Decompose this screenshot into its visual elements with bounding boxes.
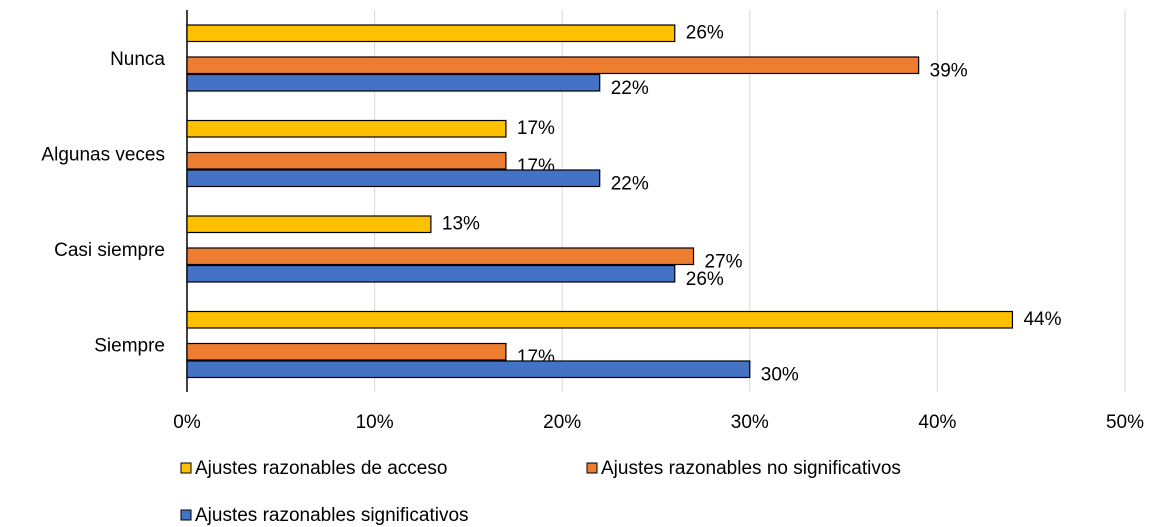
x-tick-label: 20% [543, 412, 581, 433]
legend-label: Ajustes razonables significativos [195, 505, 469, 526]
bar [186, 169, 601, 188]
bar [186, 215, 432, 234]
legend-swatch [586, 462, 598, 474]
bar [186, 247, 695, 266]
data-label: 17% [517, 118, 555, 139]
x-tick-label: 0% [173, 412, 201, 433]
x-tick-label: 40% [918, 412, 956, 433]
y-tick-label: Nunca [110, 49, 165, 70]
legend-swatch [180, 509, 192, 521]
bar [186, 56, 920, 75]
bar [186, 310, 1014, 329]
data-label: 30% [761, 364, 799, 385]
data-label: 26% [686, 269, 724, 290]
bar [186, 264, 676, 283]
legend-label: Ajustes razonables de acceso [195, 458, 447, 479]
y-tick-label: Algunas veces [41, 144, 165, 165]
bar [186, 73, 601, 92]
data-label: 22% [611, 173, 649, 194]
y-tick-label: Siempre [94, 335, 165, 356]
data-label: 13% [442, 213, 480, 234]
x-tick-label: 30% [731, 412, 769, 433]
data-label: 26% [686, 22, 724, 43]
x-tick-label: 50% [1106, 412, 1144, 433]
y-tick-label: Casi siempre [54, 240, 165, 261]
legend-swatch [180, 462, 192, 474]
x-tick-label: 10% [356, 412, 394, 433]
data-label: 27% [705, 251, 743, 272]
bar [186, 360, 751, 379]
data-label: 39% [930, 60, 968, 81]
bar [186, 119, 507, 138]
data-label: 22% [611, 78, 649, 99]
data-label: 44% [1023, 309, 1061, 330]
bar [186, 342, 507, 361]
legend-label: Ajustes razonables no significativos [601, 458, 901, 479]
bar [186, 151, 507, 170]
bar [186, 24, 676, 43]
